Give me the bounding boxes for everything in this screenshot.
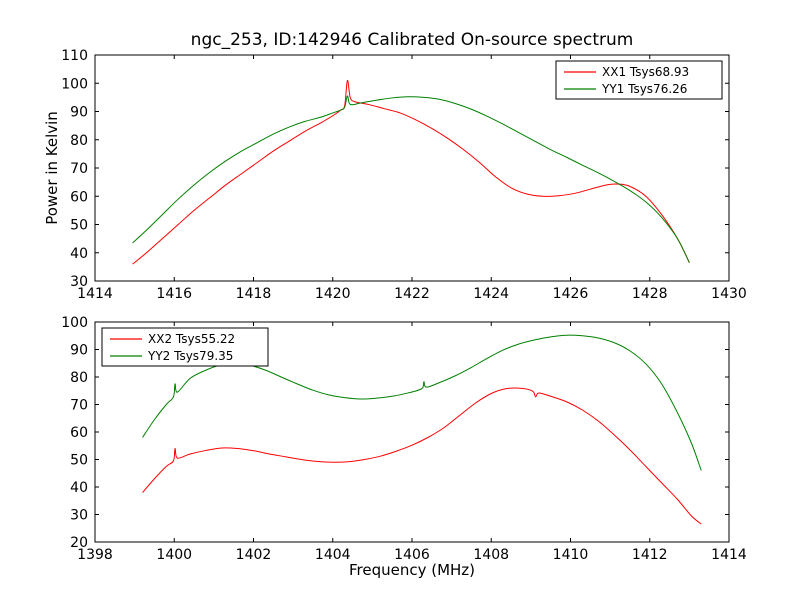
- y-tick-label: 100: [61, 315, 88, 331]
- y-tick-label: 80: [70, 370, 88, 386]
- y-tick-label: 50: [70, 218, 88, 234]
- series-YY2: [142, 334, 702, 471]
- x-tick-label: 1412: [632, 547, 668, 563]
- y-tick-label: 110: [61, 48, 88, 64]
- legend-label: XX1 Tsys68.93: [602, 65, 689, 79]
- x-tick-label: 1408: [473, 547, 509, 563]
- y-tick-label: 60: [70, 189, 88, 205]
- x-tick-label: 1424: [473, 286, 509, 302]
- y-tick-label: 50: [70, 453, 88, 469]
- legend-box: [555, 60, 723, 100]
- legend-label: XX2 Tsys55.22: [148, 332, 235, 346]
- x-axis-label: Frequency (MHz): [348, 561, 476, 579]
- y-tick-label: 90: [70, 105, 88, 121]
- legend-label: YY1 Tsys76.26: [601, 82, 687, 96]
- x-tick-label: 1414: [77, 286, 113, 302]
- legend: XX2 Tsys55.22 YY2 Tsys79.35: [101, 327, 269, 367]
- legend: XX1 Tsys68.93 YY1 Tsys76.26: [555, 60, 723, 100]
- y-tick-label: 70: [70, 161, 88, 177]
- y-tick-label: 70: [70, 398, 88, 414]
- x-tick-label: 1426: [553, 286, 589, 302]
- y-axis-label: Power in Kelvin: [43, 111, 61, 225]
- x-tick-label: 1404: [315, 547, 351, 563]
- x-tick-label: 1414: [711, 547, 747, 563]
- y-tick-label: 40: [70, 480, 88, 496]
- y-tick-label: 80: [70, 133, 88, 149]
- x-tick-label: 1430: [711, 286, 747, 302]
- y-tick-label: 20: [70, 535, 88, 551]
- y-tick-label: 60: [70, 425, 88, 441]
- subplot-1: 1414 1416 1418 1420 1422 1424 1426 1428 1430 30 40…: [61, 48, 747, 302]
- x-tick-label: 1398: [77, 547, 113, 563]
- y-tick-label: 100: [61, 76, 88, 92]
- x-tick-label: 1422: [394, 286, 430, 302]
- y-tick-label: 30: [70, 508, 88, 524]
- legend-label: YY2 Tsys79.35: [147, 349, 233, 363]
- legend-box: [101, 327, 269, 367]
- x-tick-label: 1416: [156, 286, 192, 302]
- y-tick-label: 40: [70, 246, 88, 262]
- x-tick-label: 1420: [315, 286, 351, 302]
- x-tick-label: 1402: [236, 547, 272, 563]
- series-XX1: [132, 79, 690, 265]
- x-tick-label: 1410: [553, 547, 589, 563]
- y-tick-label: 90: [70, 343, 88, 359]
- series-YY1: [132, 95, 690, 263]
- x-tick-label: 1418: [236, 286, 272, 302]
- x-tick-label: 1406: [394, 547, 430, 563]
- y-tick-label: 30: [70, 274, 88, 290]
- chart-title: ngc_253, ID:142946 Calibrated On-source …: [190, 30, 634, 50]
- x-tick-label: 1400: [156, 547, 192, 563]
- series-XX2: [142, 387, 702, 525]
- subplot-2: 1398 1400 1402 1404 1406 1408 1410 1412 1414 20 30…: [61, 315, 747, 563]
- x-tick-label: 1428: [632, 286, 668, 302]
